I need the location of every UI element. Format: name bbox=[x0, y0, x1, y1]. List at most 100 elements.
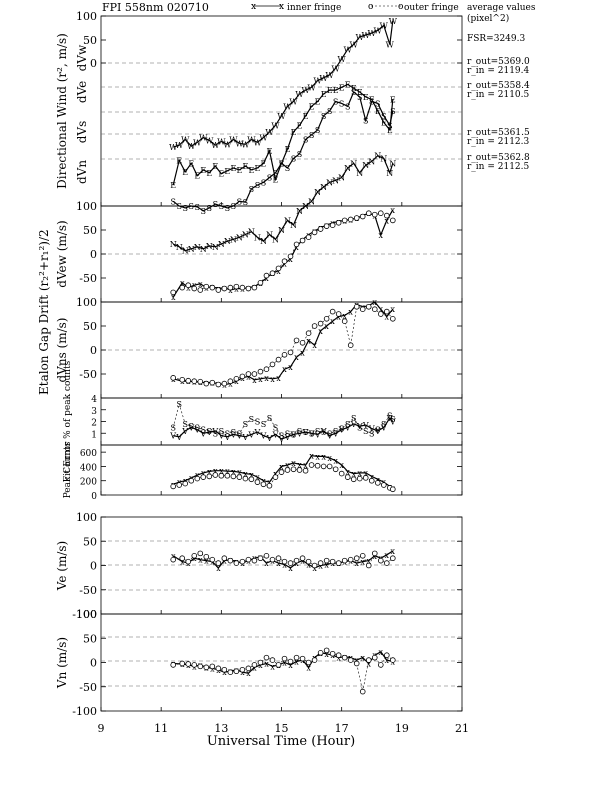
data-point bbox=[293, 654, 300, 661]
data-point bbox=[269, 270, 276, 277]
legend-outer-marker-a: o bbox=[368, 2, 373, 12]
data-point bbox=[230, 473, 237, 480]
data-point: V bbox=[272, 430, 279, 439]
data-point: W bbox=[356, 33, 365, 42]
data-point: S bbox=[303, 428, 308, 437]
data-point: S bbox=[261, 420, 266, 429]
data-point: E bbox=[224, 167, 230, 176]
r-in-3: r_in = 2112.3 bbox=[467, 137, 530, 147]
data-point bbox=[275, 555, 282, 562]
data-point: S bbox=[219, 427, 224, 436]
data-point bbox=[263, 272, 270, 279]
y-tick-label: 100 bbox=[76, 608, 97, 621]
data-point: N bbox=[200, 245, 207, 254]
data-point bbox=[377, 311, 384, 317]
data-point bbox=[383, 308, 390, 315]
data-point bbox=[224, 472, 231, 479]
data-point: x bbox=[252, 663, 257, 672]
data-point bbox=[329, 650, 336, 657]
data-point: x bbox=[192, 554, 197, 563]
legend-outer-marker-b: o bbox=[398, 2, 403, 12]
data-point bbox=[203, 553, 210, 560]
data-point: S bbox=[189, 202, 194, 211]
data-point: x bbox=[231, 467, 236, 476]
data-point: x bbox=[204, 557, 209, 566]
data-point: x bbox=[273, 470, 278, 479]
data-point bbox=[390, 555, 396, 562]
data-point: x bbox=[222, 557, 227, 566]
data-point: S bbox=[375, 99, 380, 108]
data-point: x bbox=[379, 648, 384, 657]
data-point bbox=[212, 472, 219, 478]
data-point: x bbox=[288, 564, 293, 573]
data-point: E bbox=[206, 169, 212, 178]
data-point bbox=[335, 311, 342, 317]
data-point: S bbox=[201, 426, 206, 435]
data-point: x bbox=[171, 552, 176, 561]
data-point: E bbox=[345, 80, 351, 89]
data-point: x bbox=[258, 661, 263, 670]
y-tick-label: 0 bbox=[90, 248, 97, 261]
data-point bbox=[365, 210, 372, 217]
data-point bbox=[353, 303, 360, 310]
data-point: x bbox=[324, 561, 329, 570]
data-point: S bbox=[327, 429, 332, 438]
data-point: x bbox=[324, 650, 329, 659]
data-point bbox=[227, 378, 234, 385]
data-point: x bbox=[318, 327, 323, 336]
data-point bbox=[390, 657, 396, 663]
data-point bbox=[308, 462, 315, 468]
series-line bbox=[172, 402, 394, 436]
data-point: N bbox=[254, 233, 261, 242]
data-point bbox=[287, 253, 294, 260]
data-point bbox=[299, 655, 306, 662]
data-point: x bbox=[213, 467, 218, 476]
data-point bbox=[377, 557, 384, 564]
data-point bbox=[233, 560, 240, 566]
data-point: x bbox=[270, 375, 275, 384]
data-point bbox=[356, 475, 363, 482]
data-point bbox=[194, 475, 201, 482]
data-point: S bbox=[291, 155, 296, 164]
data-point: x bbox=[219, 467, 224, 476]
data-point: x bbox=[246, 372, 251, 381]
data-point bbox=[209, 379, 216, 386]
data-point: x bbox=[225, 467, 230, 476]
data-point bbox=[293, 337, 300, 344]
data-point: E bbox=[236, 166, 242, 175]
y-tick-label: 50 bbox=[83, 34, 97, 47]
y-tick-label: 50 bbox=[83, 535, 97, 548]
x-tick-label: 21 bbox=[455, 722, 469, 735]
series-line bbox=[172, 83, 394, 186]
data-point: E bbox=[357, 88, 363, 97]
data-point: E bbox=[194, 172, 200, 181]
y-tick-label: 200 bbox=[80, 478, 97, 488]
data-point: N bbox=[278, 226, 285, 235]
y-tick-label: -100 bbox=[72, 608, 97, 621]
data-point bbox=[221, 285, 228, 292]
direction-label: dVs bbox=[75, 121, 89, 144]
data-point bbox=[341, 217, 348, 224]
data-point: S bbox=[231, 428, 236, 437]
data-point bbox=[191, 552, 198, 559]
data-point: x bbox=[180, 558, 185, 567]
data-point: W bbox=[350, 41, 359, 50]
y-axis-label: dVew (m/s) bbox=[55, 220, 69, 287]
data-point bbox=[215, 287, 222, 293]
data-point: V bbox=[193, 426, 200, 435]
data-point: S bbox=[369, 429, 374, 438]
data-point: N bbox=[326, 178, 333, 187]
x-tick-label: 17 bbox=[335, 722, 349, 735]
data-point: N bbox=[362, 161, 369, 170]
data-point: x bbox=[171, 293, 176, 302]
data-point: x bbox=[336, 654, 341, 663]
data-point bbox=[269, 657, 276, 663]
data-point bbox=[314, 462, 321, 469]
data-point: N bbox=[320, 183, 327, 192]
data-point bbox=[278, 469, 285, 475]
data-point: E bbox=[321, 90, 327, 99]
data-point bbox=[233, 283, 240, 290]
data-point: V bbox=[229, 430, 236, 439]
data-point: V bbox=[284, 433, 291, 442]
data-point: x bbox=[264, 274, 269, 283]
